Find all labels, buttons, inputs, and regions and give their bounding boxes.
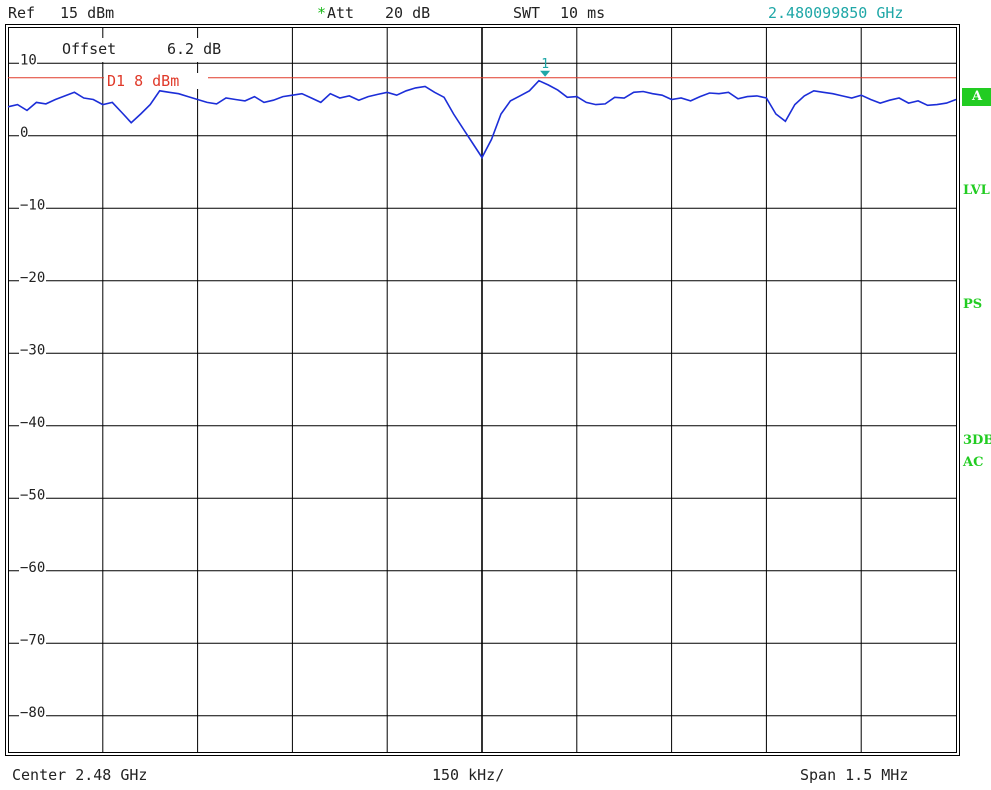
offset-value: 6.2 dB [167, 40, 221, 58]
y-tick-label-bg [19, 125, 28, 137]
y-tick-label-bg [19, 415, 46, 427]
rbw-3db-label: 3DB [963, 433, 991, 448]
att-star: * [317, 4, 327, 22]
ref-value: 15 dBm [60, 4, 115, 22]
y-tick-label: −40 [20, 415, 45, 431]
marker-1-symbol[interactable] [540, 70, 551, 77]
swt-value: 10 ms [560, 4, 606, 22]
att-value: 20 dB [385, 4, 431, 22]
span: Span 1.5 MHz [800, 766, 909, 784]
trace-mode-label: A [972, 89, 983, 104]
y-tick-label-bg [19, 488, 46, 500]
marker-frequency: 2.480099850 GHz [768, 4, 904, 22]
spectrum-trace [7, 79, 957, 160]
coupling-ac-label: AC [963, 455, 984, 470]
y-tick-label: −20 [20, 270, 45, 286]
y-tick-label: 0 [20, 125, 28, 141]
swt-label: SWT [513, 4, 541, 22]
y-tick-label: −80 [20, 705, 45, 721]
y-tick-label-bg [19, 198, 46, 210]
y-tick-label: −60 [20, 560, 45, 576]
y-tick-label: −10 [20, 197, 45, 213]
offset-box-bg [56, 38, 256, 62]
detector-label: LVL [963, 183, 990, 198]
display-line-label: D1 8 dBm [107, 72, 179, 90]
y-tick-label-bg [19, 270, 46, 282]
y-tick-labels: 10 0 −10 −20 −30 −40 −50 −60 −70 −80 [19, 52, 46, 721]
offset-label: Offset [62, 40, 116, 58]
ref-label: Ref [8, 4, 36, 22]
y-tick-label-bg [19, 343, 46, 355]
y-tick-label: −30 [20, 342, 45, 358]
grid [8, 27, 956, 752]
marker-1-label: 1 [541, 57, 549, 72]
y-tick-label: −50 [20, 487, 45, 503]
y-tick-label: 10 [20, 52, 37, 68]
frequency-per-division: 150 kHz/ [432, 766, 505, 784]
center-frequency: Center 2.48 GHz [12, 766, 148, 784]
y-tick-label-bg [19, 53, 37, 65]
y-tick-label-bg [19, 560, 46, 572]
trace-mode-badge: A [962, 88, 991, 106]
y-tick-label-bg [19, 705, 46, 717]
att-label: Att [327, 4, 355, 22]
y-tick-label-bg [19, 633, 46, 645]
display-line-label-bg [104, 73, 208, 89]
y-tick-label: −70 [20, 632, 45, 648]
plot-outer-frame [5, 24, 960, 756]
preselector-label: PS [963, 297, 983, 312]
